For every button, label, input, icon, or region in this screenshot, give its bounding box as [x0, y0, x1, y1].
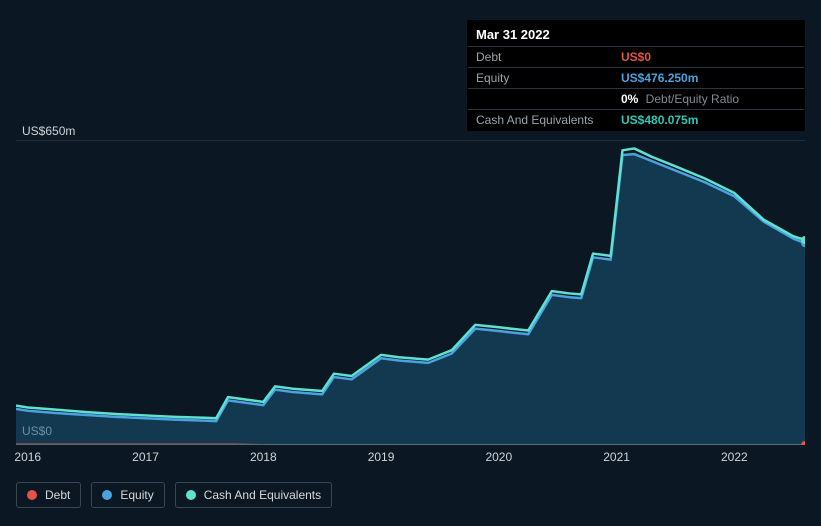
tooltip-suffix: Debt/Equity Ratio	[642, 92, 739, 106]
x-tick-label: 2017	[132, 450, 159, 464]
tooltip-date: Mar 31 2022	[468, 21, 804, 46]
x-tick-label: 2021	[603, 450, 630, 464]
legend-item-equity[interactable]: Equity	[91, 482, 164, 508]
tooltip-panel: Mar 31 2022 DebtUS$0EquityUS$476.250m0% …	[467, 20, 805, 131]
legend-label: Equity	[120, 488, 153, 502]
legend: Debt Equity Cash And Equivalents	[16, 482, 332, 508]
legend-dot-icon	[186, 490, 196, 500]
tooltip-key: Debt	[468, 47, 613, 68]
tooltip-value: US$476.250m	[613, 68, 804, 89]
x-tick-label: 2022	[721, 450, 748, 464]
tooltip-value: US$480.075m	[613, 110, 804, 131]
area-chart	[16, 140, 805, 445]
x-tick-label: 2020	[485, 450, 512, 464]
tooltip-key	[468, 89, 613, 110]
tooltip-value: 0% Debt/Equity Ratio	[613, 89, 804, 110]
legend-dot-icon	[27, 490, 37, 500]
tooltip-value: US$0	[613, 47, 804, 68]
x-tick-label: 2019	[368, 450, 395, 464]
legend-item-debt[interactable]: Debt	[16, 482, 81, 508]
x-tick-label: 2018	[250, 450, 277, 464]
tooltip-table: DebtUS$0EquityUS$476.250m0% Debt/Equity …	[468, 46, 804, 130]
legend-label: Cash And Equivalents	[204, 488, 321, 502]
tooltip-key: Cash And Equivalents	[468, 110, 613, 131]
legend-item-cash-and-equivalents[interactable]: Cash And Equivalents	[175, 482, 332, 508]
legend-label: Debt	[45, 488, 70, 502]
y-axis-max-label: US$650m	[22, 124, 75, 138]
x-axis: 2016 2017 2018 2019 2020 2021 2022	[16, 450, 805, 468]
legend-dot-icon	[102, 490, 112, 500]
x-tick-label: 2016	[14, 450, 41, 464]
tooltip-key: Equity	[468, 68, 613, 89]
